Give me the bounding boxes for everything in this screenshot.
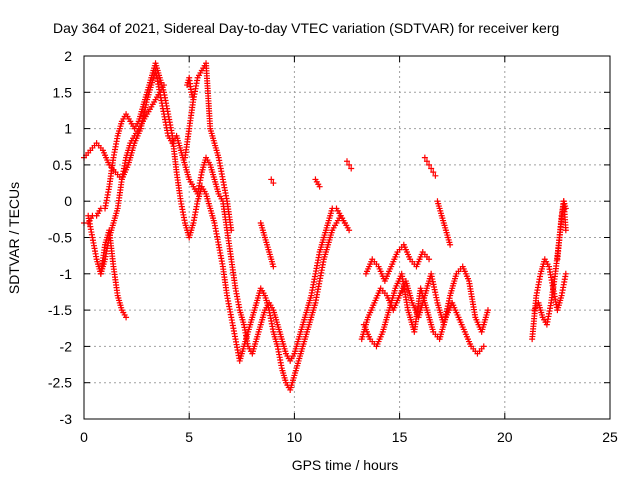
data-point [423,158,430,165]
data-point [562,205,569,212]
data-point [348,165,355,172]
y-tick-label: -2 [60,338,73,354]
y-tick-label: -3 [60,411,73,427]
y-tick-label: 0 [64,193,72,209]
plot-frame [83,55,611,420]
data-point [123,314,130,321]
data-point [160,82,167,89]
data-point [484,307,491,314]
x-tick-label: 5 [185,429,193,445]
data-point [341,219,348,226]
x-tick-label: 25 [602,429,618,445]
data-point [346,161,353,168]
y-tick-label: 1 [64,121,72,137]
y-tick-label: -1.5 [48,302,72,318]
x-tick-label: 0 [80,429,88,445]
x-axis-label: GPS time / hours [292,457,399,473]
data-point [447,241,454,248]
data-point [432,172,439,179]
data-point [270,263,277,270]
data-point [562,227,569,234]
data-point [190,96,197,103]
y-tick-label: 0.5 [53,157,73,173]
x-tick-label: 15 [392,429,408,445]
data-point [428,165,435,172]
y-tick-label: -1 [60,266,73,282]
y-tick-label: 2 [64,48,72,64]
data-point [228,227,235,234]
data-point [270,180,277,187]
data-points [81,60,569,393]
data-point [480,343,487,350]
data-point [344,158,350,165]
data-point [562,270,569,277]
y-tick-label: -0.5 [48,230,72,246]
data-point [426,161,433,168]
tick-labels: 0 5 10 15 20 25 -3 -2.5 -2 -1.5 -1 -0.5 0 0.5 1 1.5 2 [48,48,618,445]
chart-title: Day 364 of 2021, Sidereal Day-to-day VTE… [53,20,559,36]
data-point [268,176,275,183]
data-point [430,169,437,176]
y-tick-label: -2.5 [48,375,72,391]
data-point [421,154,428,161]
data-point [316,183,323,190]
y-tick-label: 1.5 [53,84,73,100]
data-point [346,227,353,234]
y-axis-label: SDTVAR / TECUs [6,182,22,294]
x-tick-label: 20 [497,429,513,445]
x-tick-label: 10 [287,429,303,445]
data-point [426,256,433,263]
